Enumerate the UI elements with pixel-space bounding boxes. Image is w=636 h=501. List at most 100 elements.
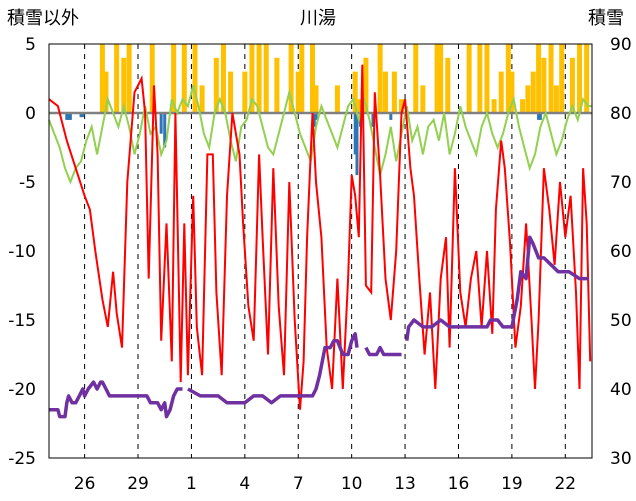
- x-tick-label: 19: [501, 474, 523, 494]
- sunshine-bar-48: [548, 44, 554, 113]
- right-tick-label: 80: [610, 104, 632, 124]
- sunshine-bar-9: [199, 85, 205, 113]
- sunshine-bar-26: [363, 57, 369, 113]
- right-y-ticks: 90 80 70 60 50 40 30: [610, 35, 632, 469]
- left-tick-label: 5: [25, 35, 36, 55]
- sunshine-bar-35: [445, 57, 451, 113]
- sunshine-bar-11: [220, 44, 226, 113]
- sunshine-bar-37: [477, 44, 483, 113]
- left-tick-label: -15: [8, 311, 36, 331]
- sunshine-bar-34: [438, 44, 444, 113]
- sunshine-bar-12: [228, 71, 234, 113]
- sunshine-bar-18: [288, 44, 294, 113]
- x-tick-label: 29: [127, 474, 149, 494]
- left-tick-label: 0: [25, 104, 36, 124]
- sunshine-bar-8: [192, 44, 198, 113]
- sunshine-bar-19: [295, 71, 301, 113]
- precipitation-bar-7: [312, 113, 316, 127]
- precipitation-bar-13: [371, 113, 375, 127]
- plot-frame: [48, 43, 593, 459]
- sunshine-bar-30: [399, 99, 405, 113]
- sunshine-bar-29: [391, 71, 397, 113]
- series-line-humidity: [48, 85, 592, 185]
- sunshine-bar-10: [213, 57, 219, 113]
- left-tick-label: -25: [8, 449, 36, 469]
- right-tick-label: 90: [610, 35, 632, 55]
- bar-series: [65, 44, 590, 176]
- x-tick-label: 1: [186, 474, 197, 494]
- sunshine-bar-46: [536, 44, 542, 113]
- x-tick-label: 10: [341, 474, 363, 494]
- sunshine-bar-41: [505, 44, 511, 113]
- right-tick-label: 70: [610, 173, 632, 193]
- sunshine-bar-6: [171, 44, 177, 113]
- line-series: [48, 64, 592, 419]
- sunshine-bar-17: [274, 57, 280, 113]
- precipitation-bar-8: [314, 113, 318, 120]
- x-tick-label: 7: [293, 474, 304, 494]
- series-line-temperature: [48, 64, 592, 410]
- sunshine-bar-1: [103, 71, 109, 113]
- right-tick-label: 50: [610, 311, 632, 331]
- right-tick-label: 60: [610, 242, 632, 262]
- sunshine-bar-38: [484, 44, 490, 113]
- sunshine-bar-20: [299, 44, 305, 113]
- left-tick-label: -5: [19, 173, 36, 193]
- left-y-ticks: 5 0 -5 -10 -15 -20 -25: [8, 35, 36, 469]
- sunshine-bar-52: [577, 44, 583, 113]
- left-axis-title: 積雪以外: [7, 8, 79, 29]
- series-line-snow-depth-0: [49, 380, 183, 419]
- sunshine-bar-40: [498, 71, 504, 113]
- sunshine-bar-23: [334, 85, 340, 113]
- series-line-snow-depth-1: [187, 332, 359, 405]
- precipitation-bar-10: [355, 113, 359, 176]
- sunshine-bar-47: [541, 57, 547, 113]
- sunshine-bar-27: [377, 44, 383, 113]
- left-tick-label: -10: [8, 242, 36, 262]
- x-ticks: 26 29 1 4 7 10 13 16 19 22: [74, 474, 576, 494]
- sunshine-bar-50: [559, 44, 565, 113]
- x-tick-label: 4: [239, 474, 250, 494]
- right-tick-label: 40: [610, 380, 632, 400]
- sunshine-bar-44: [525, 85, 531, 113]
- sunshine-bar-5: [149, 44, 155, 113]
- sunshine-bar-31: [413, 44, 419, 113]
- sunshine-bar-15: [256, 44, 262, 113]
- sunshine-bar-25: [356, 99, 362, 113]
- x-tick-label: 22: [554, 474, 576, 494]
- precipitation-bar-15: [537, 113, 541, 120]
- precipitation-bar-4: [81, 113, 85, 118]
- precipitation-bar-16: [538, 113, 542, 120]
- right-tick-label: 30: [610, 449, 632, 469]
- precipitation-bar-5: [159, 113, 163, 134]
- sunshine-bar-3: [121, 57, 127, 113]
- sunshine-bar-24: [352, 71, 358, 113]
- precipitation-bar-3: [79, 113, 83, 118]
- precipitation-bar-14: [389, 113, 393, 120]
- sunshine-bar-32: [420, 85, 426, 113]
- x-tick-label: 13: [394, 474, 416, 494]
- sunshine-bar-22: [313, 85, 319, 113]
- sunshine-bar-49: [553, 85, 559, 113]
- precipitation-bar-6: [163, 113, 167, 148]
- sunshine-bar-42: [509, 71, 515, 113]
- sunshine-bar-7: [181, 44, 187, 113]
- sunshine-bar-13: [242, 71, 248, 113]
- sunshine-bar-14: [249, 44, 255, 113]
- x-tick-label: 16: [448, 474, 470, 494]
- sunshine-bar-28: [382, 71, 388, 113]
- series-line-snow-depth-3: [405, 235, 589, 341]
- sunshine-bar-16: [263, 44, 269, 113]
- sunshine-bar-2: [114, 44, 120, 113]
- sunshine-bar-39: [491, 99, 497, 113]
- sunshine-bar-21: [309, 44, 315, 113]
- sunshine-bar-53: [584, 44, 590, 113]
- sunshine-bar-51: [569, 57, 575, 113]
- precipitation-bar-0: [65, 113, 69, 120]
- chart-title: 川湯: [300, 8, 336, 29]
- sunshine-bar-33: [434, 44, 440, 113]
- sunshine-bar-45: [530, 71, 536, 113]
- sunshine-bar-36: [466, 44, 472, 113]
- precipitation-bar-9: [353, 113, 357, 155]
